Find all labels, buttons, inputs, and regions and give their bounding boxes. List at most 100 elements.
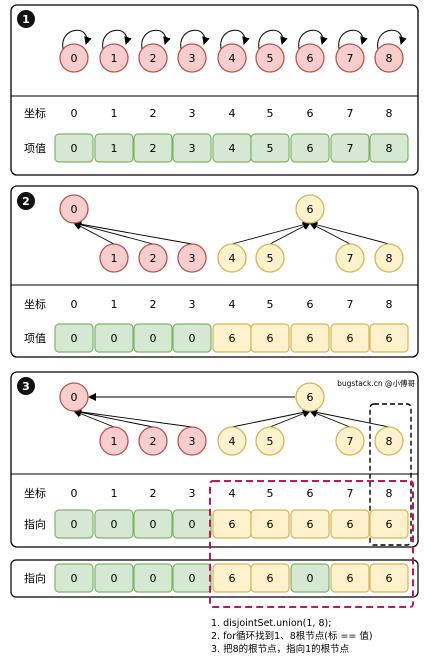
panel-2-index-row-index: 5 [267, 298, 274, 311]
root-node-6: 6 [295, 382, 325, 412]
svg-text:6: 6 [307, 518, 314, 531]
svg-text:2: 2 [150, 142, 157, 155]
panel-2-array: 坐标 0 1 2 3 4 5 6 7 8 项值 0 0 0 0 6 6 6 6 6 [24, 297, 409, 353]
svg-text:3: 3 [189, 252, 196, 265]
svg-text:6: 6 [307, 203, 314, 216]
svg-text:6: 6 [347, 518, 354, 531]
node-2: 2 [138, 43, 168, 73]
panel-1-value-cell: 4 [212, 133, 252, 163]
panel-3-index-row-index: 6 [307, 487, 314, 500]
svg-text:2: 2 [150, 52, 157, 65]
panel-2-value-row-cell: 6 [369, 323, 409, 353]
svg-text:0: 0 [111, 332, 118, 345]
svg-text:0: 0 [71, 391, 78, 404]
result-cell: 0 [290, 563, 330, 593]
svg-text:7: 7 [347, 435, 354, 448]
highlight-root-8-box [369, 403, 412, 546]
self-loop-arrow [258, 29, 288, 50]
edge-5-to-6 [269, 222, 311, 245]
svg-text:6: 6 [229, 518, 236, 531]
panel-3-index-row-index: 5 [267, 487, 274, 500]
node-1: 1 [99, 243, 129, 273]
panel-1-value-cell: 5 [250, 133, 290, 163]
panel-3-index-row-index: 3 [189, 487, 196, 500]
svg-text:6: 6 [307, 391, 314, 404]
result-cell: 6 [212, 563, 252, 593]
svg-text:7: 7 [347, 252, 354, 265]
svg-text:6: 6 [386, 518, 393, 531]
panel-1-value-cell: 3 [172, 133, 212, 163]
svg-text:6: 6 [229, 572, 236, 585]
changed-region-box [209, 480, 414, 608]
result-cell: 0 [133, 563, 173, 593]
panel-1-value-cell: 6 [290, 133, 330, 163]
panel-3-index-row-index: 2 [150, 487, 157, 500]
panel-1-value-cell: 2 [133, 133, 173, 163]
panel-3-value-row-cell: 6 [330, 509, 370, 539]
result-cell: 0 [54, 563, 94, 593]
node-8: 8 [374, 243, 404, 273]
svg-text:0: 0 [71, 142, 78, 155]
panel-1-index-row-index: 5 [267, 107, 274, 120]
panel-3-index-row-index: 7 [347, 487, 354, 500]
node-1: 1 [99, 426, 129, 456]
panel-3-value-row-cell: 0 [133, 509, 173, 539]
node-4: 4 [217, 43, 247, 73]
panel-3-index-row-index: 1 [111, 487, 118, 500]
edge-4-to-6 [231, 408, 311, 428]
panel-3-frame [10, 371, 419, 548]
svg-text:1: 1 [22, 13, 30, 26]
result-cell: 6 [250, 563, 290, 593]
svg-text:1: 1 [111, 142, 118, 155]
svg-text:4: 4 [229, 435, 236, 448]
svg-text:8: 8 [386, 252, 393, 265]
panel-1-badge: 1 [17, 10, 35, 28]
panel-3-index-row-label: 坐标 [24, 486, 46, 500]
edge-8-to-6 [309, 408, 390, 428]
panel-2-index-row-index: 1 [111, 298, 118, 311]
panel-3-value-row-cell: 0 [172, 509, 212, 539]
node-8: 8 [374, 43, 404, 73]
node-3: 3 [177, 43, 207, 73]
panel-2-value-row-cell: 6 [250, 323, 290, 353]
svg-text:3: 3 [189, 142, 196, 155]
panel-1-value-cell: 0 [54, 133, 94, 163]
svg-text:6: 6 [386, 332, 393, 345]
result-row-label: 指向 [24, 571, 46, 585]
self-loop-arrow [220, 29, 250, 50]
panel-2-index-row-index: 3 [189, 298, 196, 311]
operation-notes: 1. disjointSet.union(1, 8); 2. for循环找到1、… [211, 618, 373, 655]
edge-8-to-6 [309, 220, 390, 245]
panel-3-value-row-cell: 0 [54, 509, 94, 539]
svg-text:6: 6 [229, 332, 236, 345]
svg-text:7: 7 [347, 142, 354, 155]
result-cell: 0 [172, 563, 212, 593]
node-1: 1 [99, 43, 129, 73]
svg-text:8: 8 [386, 435, 393, 448]
panel-1-index-row-index: 1 [111, 107, 118, 120]
svg-text:0: 0 [150, 572, 157, 585]
svg-text:0: 0 [189, 332, 196, 345]
panel-1-frame [10, 4, 419, 176]
panel-2-value-row-cell: 0 [133, 323, 173, 353]
svg-text:8: 8 [386, 142, 393, 155]
root-node-0: 0 [59, 382, 89, 412]
panel-1-value-cell: 1 [94, 133, 134, 163]
panel-2-index-row-index: 0 [71, 298, 78, 311]
panel-2-index-row-index: 4 [229, 298, 236, 311]
edge-5-to-6 [269, 409, 311, 428]
panel-3-badge: 3 [17, 377, 35, 395]
node-5: 5 [255, 43, 285, 73]
svg-text:6: 6 [347, 332, 354, 345]
root-node-0: 0 [59, 194, 89, 224]
svg-text:0: 0 [71, 332, 78, 345]
watermark: bugstack.cn @小傅哥 [337, 378, 415, 388]
svg-text:1: 1 [111, 252, 118, 265]
svg-text:0: 0 [189, 518, 196, 531]
result-array: 指向 0 0 0 0 6 6 0 6 6 [10, 559, 419, 598]
panel-2-index-row-index: 6 [307, 298, 314, 311]
panel-3-tree: 0 61 2 3 4 5 7 8 [59, 382, 404, 456]
svg-text:6: 6 [307, 332, 314, 345]
panel-2-frame [10, 185, 419, 358]
svg-text:0: 0 [189, 572, 196, 585]
